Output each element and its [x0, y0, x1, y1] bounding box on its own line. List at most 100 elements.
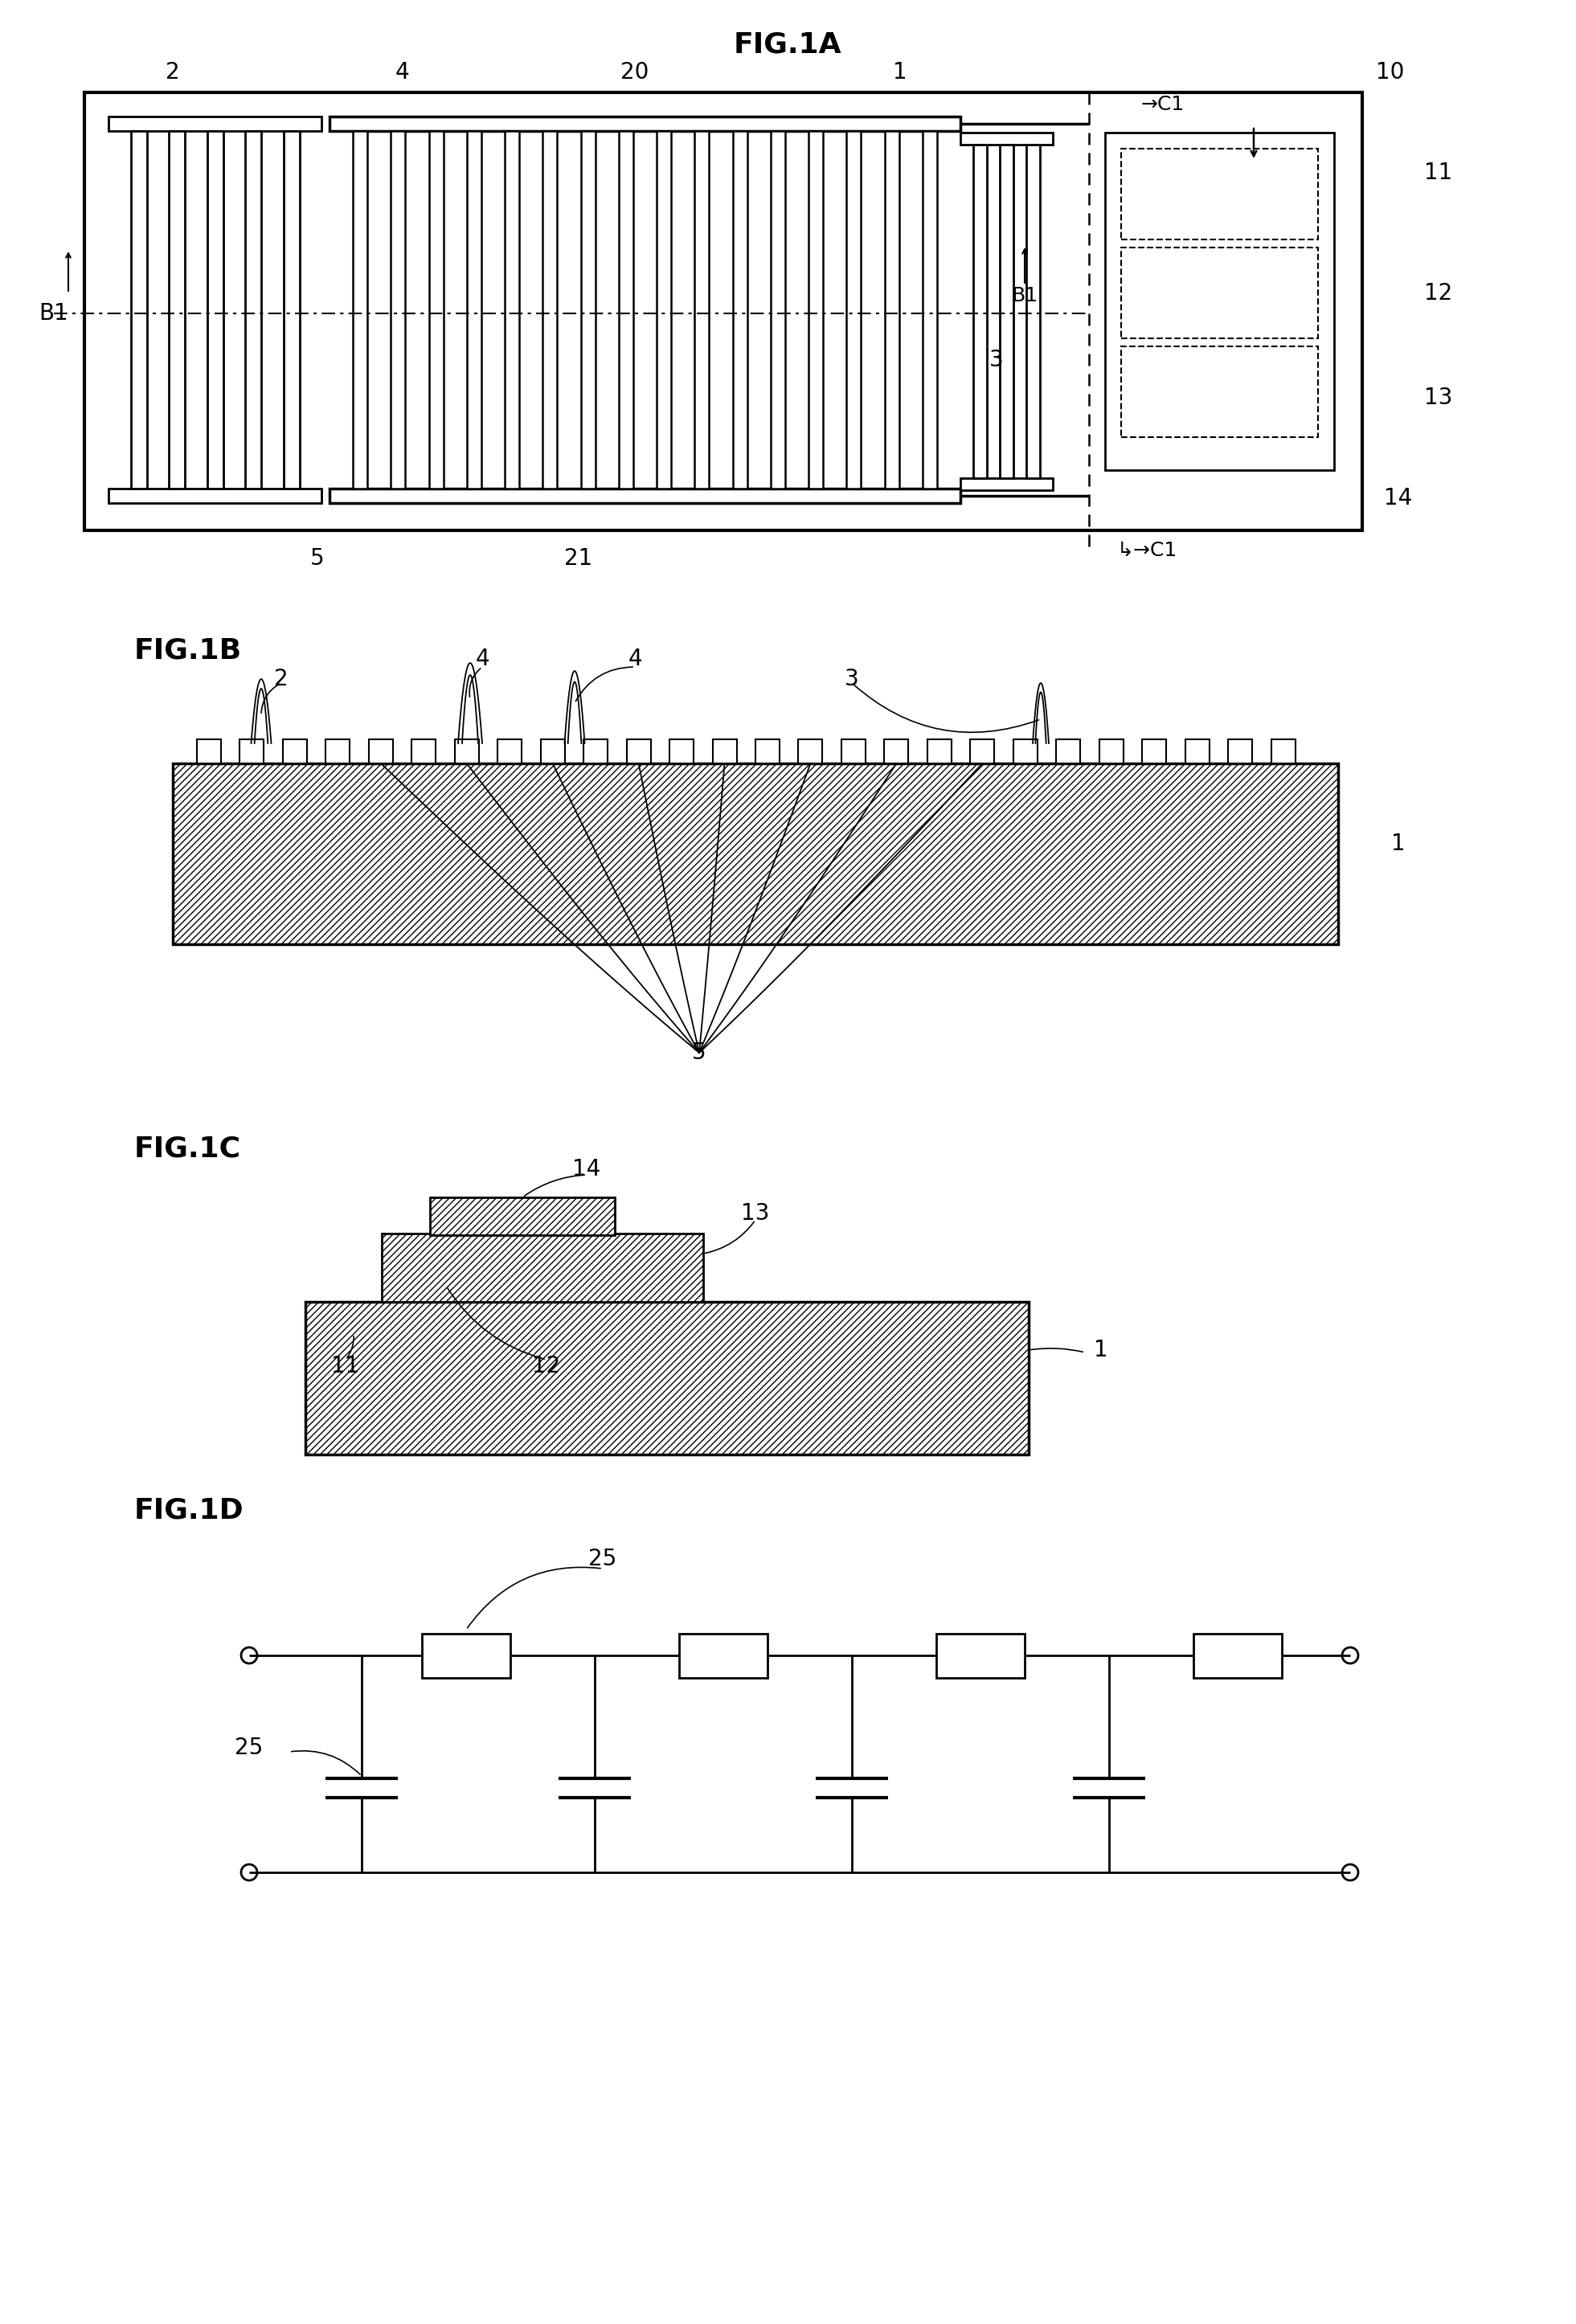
Bar: [755, 739, 780, 762]
Bar: [1143, 739, 1166, 762]
Bar: [733, 130, 747, 488]
Bar: [971, 739, 994, 762]
Bar: [381, 1234, 703, 1301]
Text: 25: 25: [588, 1548, 616, 1571]
Bar: [422, 1634, 511, 1678]
Bar: [246, 130, 262, 488]
Text: 1: 1: [1094, 1339, 1108, 1362]
Bar: [960, 132, 1053, 144]
Bar: [369, 739, 392, 762]
Bar: [695, 130, 709, 488]
Text: 12: 12: [1425, 281, 1453, 304]
Text: 4: 4: [627, 648, 641, 669]
Bar: [197, 739, 221, 762]
Bar: [922, 130, 936, 488]
Text: 2: 2: [165, 60, 180, 84]
Bar: [1098, 739, 1124, 762]
Text: 3: 3: [990, 349, 1004, 372]
Bar: [466, 130, 481, 488]
Text: 5: 5: [692, 1041, 706, 1064]
Text: 3: 3: [845, 667, 859, 690]
Text: 4: 4: [474, 648, 489, 669]
Bar: [1121, 346, 1318, 437]
Text: 4: 4: [394, 60, 408, 84]
Bar: [391, 130, 405, 488]
Bar: [974, 144, 987, 479]
Bar: [1121, 249, 1318, 339]
Bar: [927, 739, 952, 762]
Bar: [282, 739, 307, 762]
Text: ↳→C1: ↳→C1: [1117, 541, 1177, 560]
Text: B1: B1: [1012, 286, 1039, 304]
Bar: [627, 739, 651, 762]
Text: 1: 1: [1392, 832, 1406, 855]
Bar: [799, 739, 823, 762]
Bar: [240, 739, 263, 762]
Bar: [411, 739, 437, 762]
Bar: [1056, 739, 1080, 762]
Bar: [169, 130, 184, 488]
Bar: [808, 130, 823, 488]
Bar: [619, 130, 634, 488]
Bar: [1185, 739, 1209, 762]
Bar: [504, 130, 520, 488]
Text: →C1: →C1: [1141, 95, 1185, 114]
Bar: [109, 488, 322, 502]
Bar: [429, 130, 443, 488]
Bar: [842, 739, 865, 762]
Bar: [353, 130, 367, 488]
Text: 13: 13: [741, 1202, 769, 1225]
Bar: [173, 762, 1338, 944]
Bar: [936, 1634, 1024, 1678]
Text: 21: 21: [564, 546, 593, 569]
Bar: [1270, 739, 1295, 762]
Bar: [884, 130, 898, 488]
Bar: [326, 739, 350, 762]
Bar: [846, 130, 860, 488]
Bar: [85, 93, 1362, 530]
Text: B1: B1: [39, 302, 69, 325]
Bar: [999, 144, 1013, 479]
Text: 1: 1: [894, 60, 908, 84]
Bar: [430, 1197, 615, 1234]
Bar: [1013, 739, 1037, 762]
Bar: [1121, 149, 1318, 239]
Bar: [884, 739, 908, 762]
Bar: [657, 130, 671, 488]
Text: 13: 13: [1425, 386, 1453, 409]
Text: 20: 20: [621, 60, 649, 84]
Bar: [284, 130, 299, 488]
Bar: [1026, 144, 1040, 479]
Bar: [679, 1634, 768, 1678]
Bar: [583, 739, 608, 762]
Text: 14: 14: [572, 1157, 600, 1181]
Bar: [771, 130, 785, 488]
Text: 14: 14: [1384, 488, 1412, 509]
Bar: [455, 739, 479, 762]
Bar: [1105, 132, 1335, 469]
Bar: [329, 488, 960, 502]
Bar: [206, 130, 224, 488]
Text: FIG.1A: FIG.1A: [733, 30, 842, 58]
Bar: [712, 739, 736, 762]
Text: 2: 2: [274, 667, 288, 690]
Bar: [1228, 739, 1253, 762]
Bar: [306, 1301, 1029, 1455]
Text: 12: 12: [533, 1355, 561, 1378]
Bar: [498, 739, 522, 762]
Bar: [670, 739, 693, 762]
Bar: [960, 479, 1053, 490]
Bar: [131, 130, 147, 488]
Text: FIG.1D: FIG.1D: [134, 1497, 244, 1525]
Text: FIG.1C: FIG.1C: [134, 1136, 241, 1162]
Bar: [109, 116, 322, 130]
Text: 25: 25: [235, 1736, 263, 1759]
Bar: [329, 116, 960, 130]
Bar: [542, 130, 558, 488]
Text: 10: 10: [1376, 60, 1404, 84]
Text: FIG.1B: FIG.1B: [134, 637, 243, 665]
Bar: [541, 739, 564, 762]
Text: 5: 5: [310, 546, 325, 569]
Text: 11: 11: [331, 1355, 359, 1378]
Bar: [582, 130, 596, 488]
